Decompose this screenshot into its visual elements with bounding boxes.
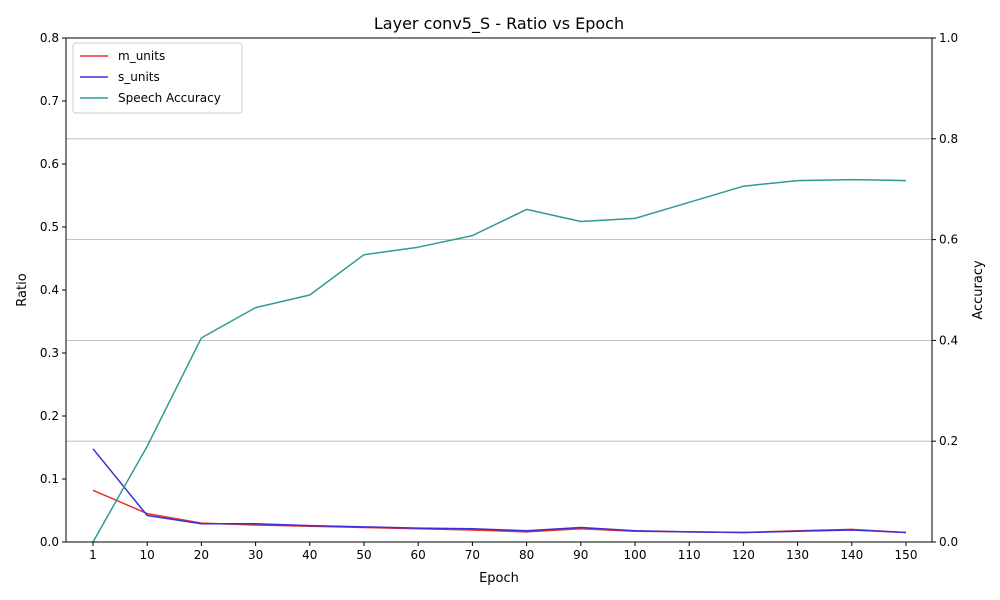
series-line-speech-accuracy <box>92 178 907 543</box>
y2-tick-label: 1.0 <box>939 31 958 45</box>
legend-label: Speech Accuracy <box>118 91 221 105</box>
x-tick-label: 1 <box>89 548 97 562</box>
chart-title: Layer conv5_S - Ratio vs Epoch <box>374 14 624 34</box>
y-tick-label: 0.4 <box>40 283 59 297</box>
y-axis: 0.0 0.1 0.2 0.3 0.4 0.5 0.6 0.7 0.8 <box>40 31 66 549</box>
y-tick-label: 0.3 <box>40 346 59 360</box>
y2-axis: 0.0 0.2 0.4 0.6 0.8 1.0 <box>932 31 958 549</box>
x-axis-label: Epoch <box>479 571 519 586</box>
x-tick-label: 90 <box>573 548 588 562</box>
legend-box <box>72 42 243 114</box>
x-axis: 1 10 20 30 40 50 60 70 80 90 100 110 120 130 140 150 <box>89 542 917 562</box>
plot-frame <box>65 37 933 543</box>
x-tick-label: 20 <box>194 548 209 562</box>
y2-tick-label: 0.0 <box>939 535 958 549</box>
legend-label: s_units <box>118 70 160 84</box>
y2-tick-label: 0.6 <box>939 233 958 247</box>
x-tick-label: 100 <box>624 548 647 562</box>
x-tick-label: 10 <box>140 548 155 562</box>
y-tick-label: 0.2 <box>40 409 59 423</box>
y2-gridlines <box>66 37 932 543</box>
y2-axis-label: Accuracy <box>971 260 986 320</box>
x-tick-label: 60 <box>411 548 426 562</box>
y-axis-label: Ratio <box>15 273 30 306</box>
x-tick-label: 150 <box>895 548 918 562</box>
y-tick-label: 0.0 <box>40 535 59 549</box>
y2-tick-label: 0.2 <box>939 434 958 448</box>
series-line-m-units <box>92 489 907 534</box>
legend: m_units s_units Speech Accuracy <box>72 42 243 114</box>
y-tick-label: 0.6 <box>40 157 59 171</box>
y2-tick-label: 0.4 <box>939 333 958 347</box>
series-line-s-units <box>92 448 907 534</box>
y-tick-label: 0.7 <box>40 94 59 108</box>
plot-lines <box>92 178 907 543</box>
y2-tick-label: 0.8 <box>939 132 958 146</box>
x-tick-label: 70 <box>465 548 480 562</box>
x-tick-label: 30 <box>248 548 263 562</box>
y-tick-label: 0.1 <box>40 472 59 486</box>
y-tick-label: 0.8 <box>40 31 59 45</box>
x-tick-label: 120 <box>732 548 755 562</box>
x-tick-label: 40 <box>302 548 317 562</box>
x-tick-label: 50 <box>356 548 371 562</box>
x-tick-label: 80 <box>519 548 534 562</box>
legend-label: m_units <box>118 49 165 63</box>
x-tick-label: 130 <box>786 548 809 562</box>
x-tick-label: 140 <box>840 548 863 562</box>
x-tick-label: 110 <box>678 548 701 562</box>
y-tick-label: 0.5 <box>40 220 59 234</box>
